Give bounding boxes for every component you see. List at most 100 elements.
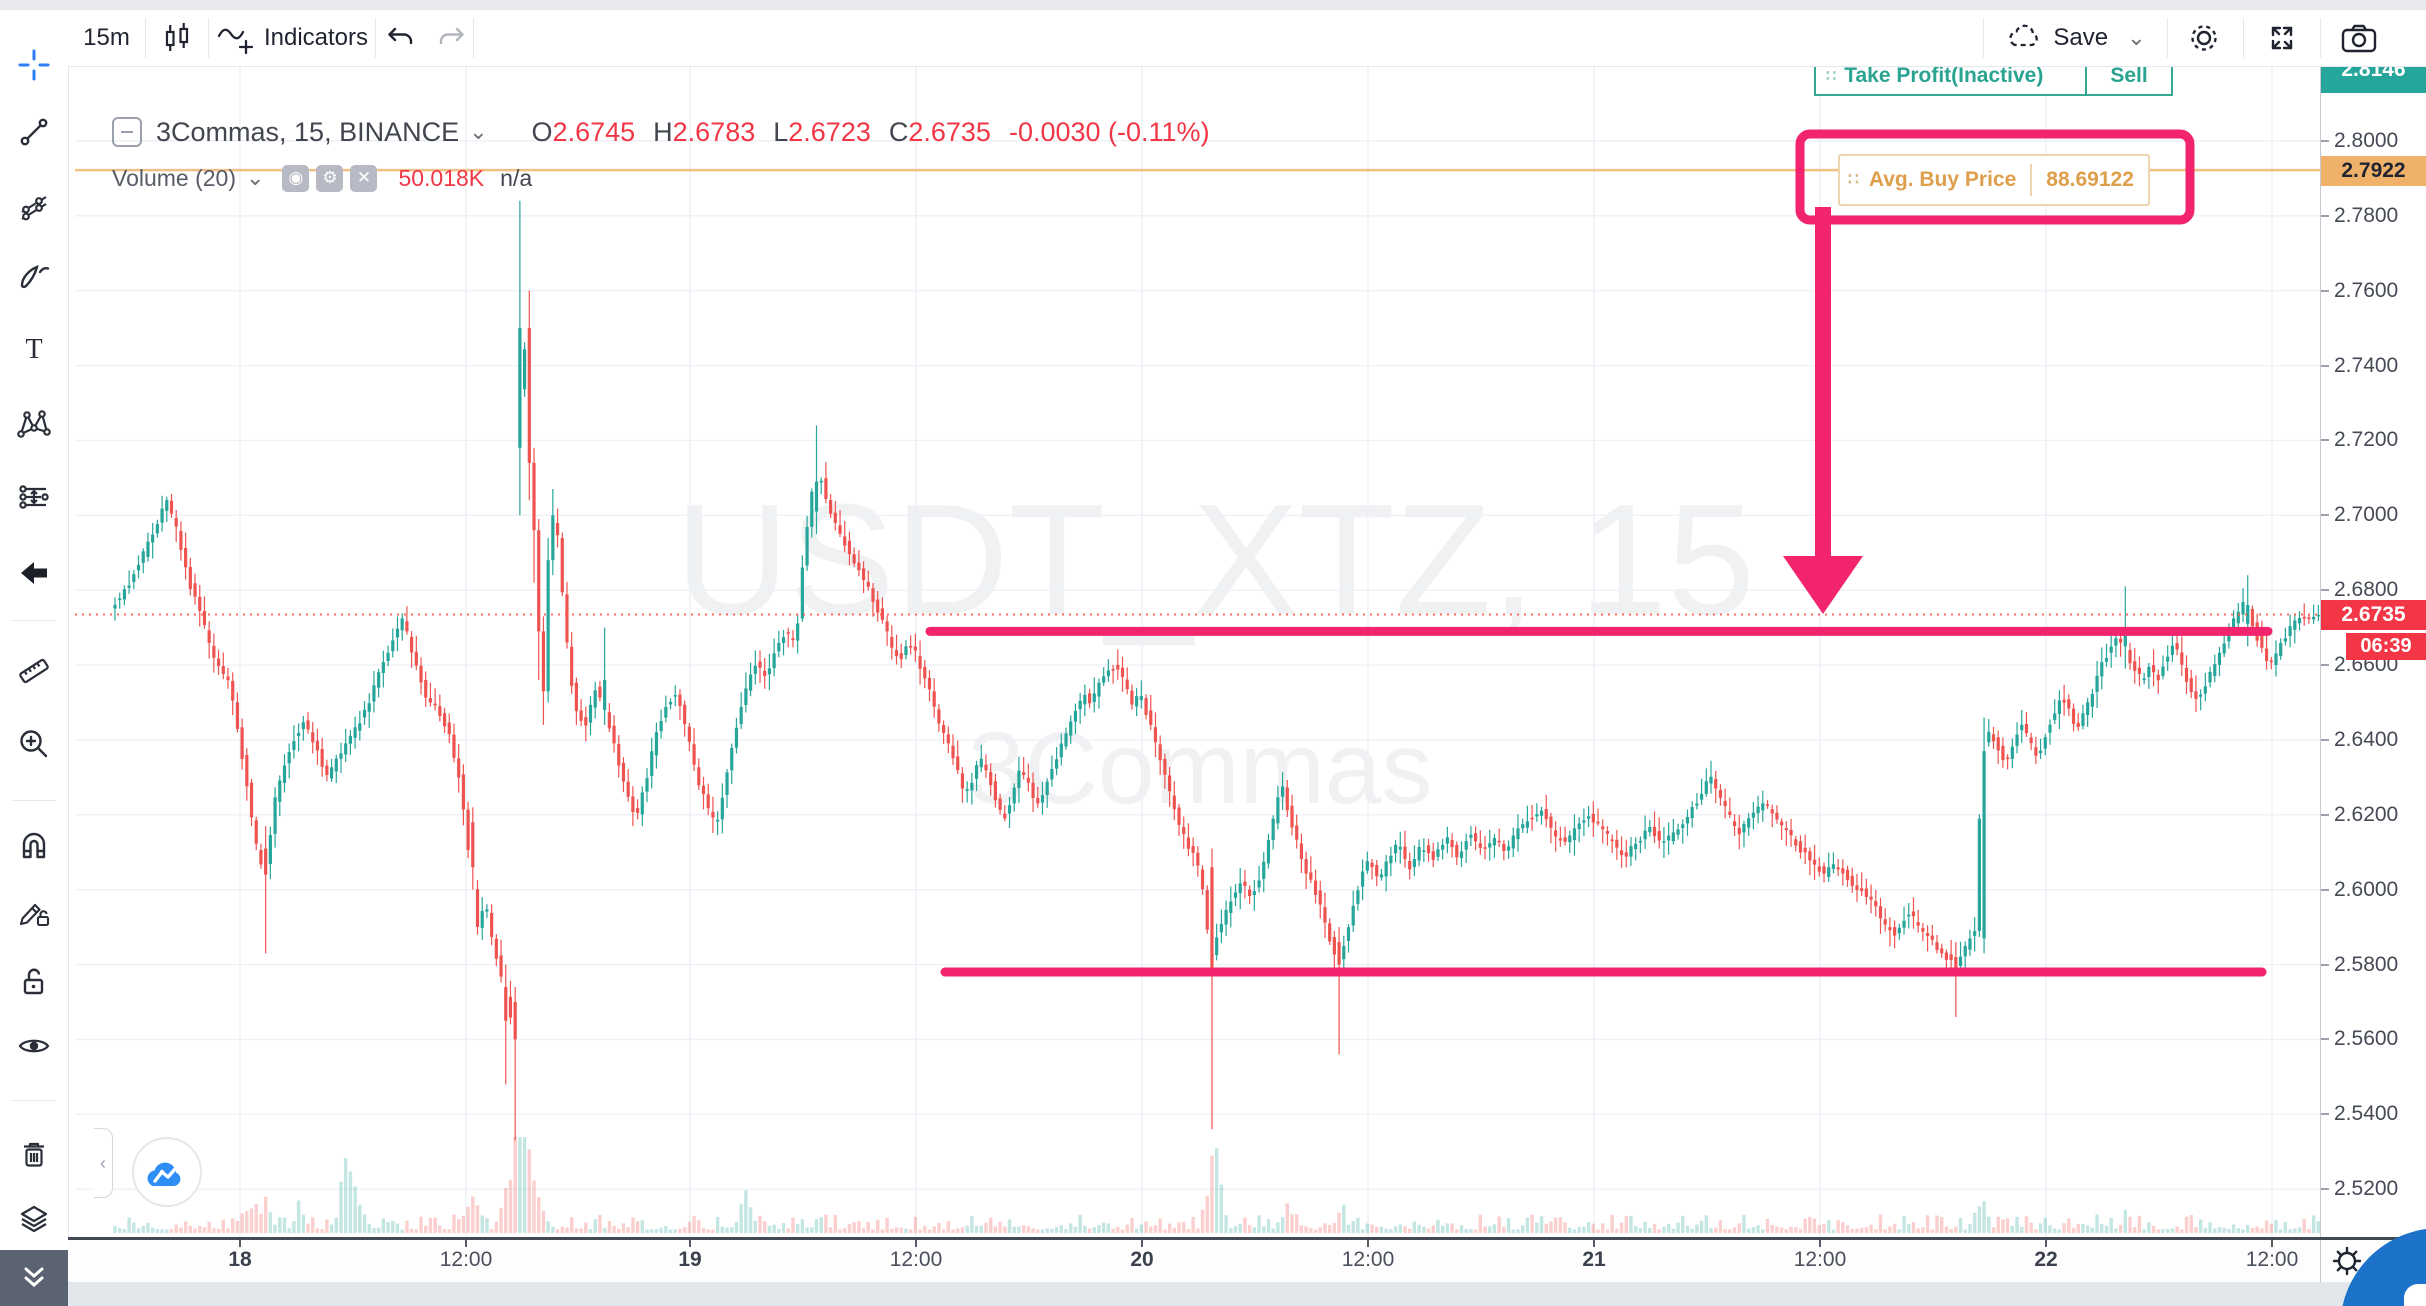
price-tick-mark: [2321, 813, 2329, 816]
time-tick-label: 18: [228, 1248, 252, 1271]
avg-buy-axis-label: 2.7922: [2321, 156, 2426, 186]
price-tick-mark: [2321, 888, 2329, 891]
chart-style-button[interactable]: [146, 10, 208, 66]
trash-icon: [24, 1142, 44, 1167]
toolbar-separator: [12, 1100, 56, 1101]
price-tick-mark: [2321, 214, 2329, 217]
undo-button[interactable]: [378, 10, 424, 66]
toolbar-more-button[interactable]: [0, 1250, 68, 1306]
tool-hide-all[interactable]: [16, 1028, 52, 1064]
gear-sun-icon: [2332, 1246, 2362, 1276]
tool-xabcd-pattern[interactable]: [16, 407, 52, 443]
eye-icon: [18, 1039, 50, 1053]
avg-buy-price-value: 88.69122: [2046, 168, 2134, 191]
price-tick-label: 2.5400: [2334, 1102, 2399, 1126]
projection-icon: [19, 485, 49, 509]
time-tick-mark: [1367, 1240, 1369, 1247]
candles-icon: [165, 23, 189, 51]
tool-arrow-mark[interactable]: [16, 555, 52, 591]
time-tick-label: 12:00: [2245, 1248, 2299, 1271]
price-tick-label: 2.5800: [2334, 952, 2399, 976]
save-label: Save: [2053, 24, 2109, 51]
tool-drawing-mode-lock[interactable]: [16, 896, 52, 932]
timeframe-value: 15m: [83, 24, 130, 51]
time-tick-mark: [1593, 1240, 1595, 1247]
redo-icon: [439, 27, 464, 45]
volume-legend: Volume (20) ⌄ ◉ ⚙ ✕ 50.018K n/a: [112, 160, 532, 196]
svg-text:T: T: [25, 334, 42, 365]
crosshair-icon: [18, 49, 50, 81]
time-axis[interactable]: [68, 1237, 2426, 1285]
time-tick-label: 12:00: [1341, 1248, 1395, 1271]
collapse-legend-icon[interactable]: [112, 117, 142, 147]
drawing-toolbar: [0, 10, 69, 1282]
chevron-left-icon: ‹: [100, 1152, 106, 1173]
price-tick-mark: [2321, 139, 2329, 142]
price-tick-label: 2.6800: [2334, 578, 2399, 602]
ohlc-values: O2.6745 H2.6783 L2.6723 C2.6735 -0.0030 …: [531, 116, 1210, 147]
time-tick-mark: [1819, 1240, 1821, 1247]
tool-zoom-in[interactable]: [16, 726, 52, 762]
tool-gann-fibonacci[interactable]: [16, 190, 52, 226]
pencil-lock-icon: [19, 903, 50, 927]
chat-widget-icon: [2404, 1284, 2426, 1306]
indicators-label: Indicators: [263, 24, 369, 51]
camera-icon: [2341, 24, 2377, 53]
divider: [2030, 164, 2033, 196]
price-tick-label: 2.5600: [2334, 1027, 2399, 1051]
collapse-pane-handle[interactable]: ‹: [94, 1128, 113, 1198]
time-axis-settings-button[interactable]: [2330, 1244, 2364, 1283]
time-tick-label: 12:00: [439, 1248, 493, 1271]
pattern-icon: [17, 410, 51, 438]
toolbar-separator: [12, 800, 56, 801]
chevron-down-icon[interactable]: ⌄: [246, 165, 265, 190]
change-value: -0.0030 (-0.11%): [1008, 116, 1210, 147]
arrow-mark-icon: [21, 562, 47, 584]
tool-brush[interactable]: [16, 259, 52, 295]
fullscreen-button[interactable]: [2248, 10, 2314, 66]
redo-button[interactable]: [428, 10, 474, 66]
tool-ruler[interactable]: [16, 653, 52, 689]
save-button[interactable]: Save ⌄: [1990, 10, 2160, 66]
tool-trend-line[interactable]: [16, 114, 52, 150]
tool-magnet[interactable]: [16, 828, 52, 864]
price-axis[interactable]: [2320, 66, 2426, 1282]
time-tick-mark: [465, 1240, 467, 1247]
volume-value: 50.018K: [398, 164, 485, 191]
time-tick-mark: [2271, 1240, 2273, 1247]
tool-layers[interactable]: [16, 1204, 52, 1240]
avg-buy-price-label[interactable]: ∷ Avg. Buy Price 88.69122: [1838, 154, 2150, 206]
tool-text[interactable]: T: [16, 331, 52, 367]
take-profit-action-text: Sell: [2110, 64, 2148, 87]
eye-icon: ◉: [288, 168, 304, 187]
timeframe-button[interactable]: 15m: [68, 10, 145, 66]
snapshot-button[interactable]: [2326, 10, 2392, 66]
indicators-button[interactable]: Indicators: [208, 10, 375, 66]
price-tick-mark: [2321, 289, 2329, 292]
price-tick-mark: [2321, 963, 2329, 966]
open-value: 2.6745: [552, 116, 636, 147]
fullscreen-icon: [2271, 26, 2293, 50]
volume-settings-button[interactable]: ⚙: [316, 164, 344, 192]
brush-icon: [20, 265, 50, 289]
chevron-down-icon[interactable]: ⌄: [469, 119, 488, 144]
bar-countdown-label: 06:39: [2346, 633, 2426, 660]
tool-lock-all[interactable]: [16, 964, 52, 1000]
double-chevron-down-icon: [24, 1267, 44, 1287]
trend-line-icon: [20, 118, 48, 146]
drag-handle-icon: ∷: [1826, 68, 1836, 85]
tool-projection[interactable]: [16, 479, 52, 515]
close-value: 2.6735: [908, 116, 991, 147]
price-tick-mark: [2321, 589, 2329, 592]
tool-crosshair[interactable]: [16, 47, 52, 83]
time-tick-mark: [239, 1240, 241, 1247]
volume-visibility-button[interactable]: ◉: [282, 164, 310, 192]
volume-remove-button[interactable]: ✕: [350, 164, 378, 192]
volume-indicator-title[interactable]: Volume (20): [112, 164, 237, 191]
cloud-logo-icon: [147, 1162, 181, 1186]
symbol-title[interactable]: 3Commas, 15, BINANCE: [156, 116, 460, 147]
tool-remove-all[interactable]: [16, 1137, 52, 1173]
settings-button[interactable]: [2172, 10, 2236, 66]
